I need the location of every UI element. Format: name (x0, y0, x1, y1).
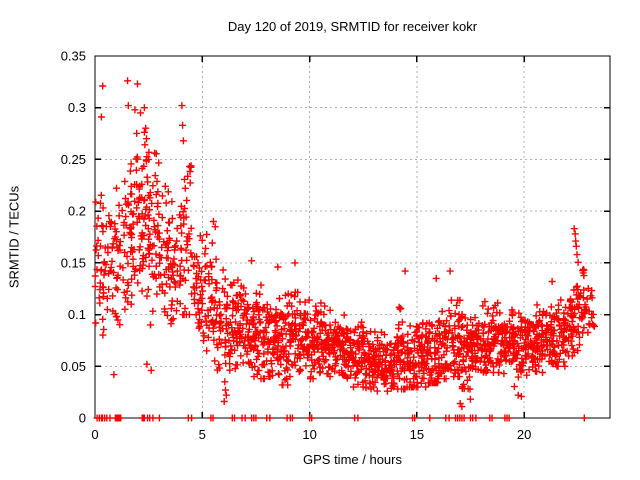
x-tick-label: 10 (302, 427, 316, 442)
x-tick-label: 0 (91, 427, 98, 442)
y-tick-label: 0.05 (61, 359, 86, 374)
x-tick-label: 20 (517, 427, 531, 442)
x-tick-label: 15 (410, 427, 424, 442)
y-tick-label: 0.35 (61, 49, 86, 64)
zero-value-points (93, 414, 588, 422)
data-points (91, 77, 598, 411)
y-tick-label: 0.15 (61, 255, 86, 270)
y-tick-label: 0.1 (68, 307, 86, 322)
y-tick-label: 0.25 (61, 152, 86, 167)
y-tick-label: 0.3 (68, 100, 86, 115)
x-tick-label: 5 (199, 427, 206, 442)
y-tick-label: 0.2 (68, 204, 86, 219)
y-tick-label: 0 (79, 411, 86, 426)
chart-title: Day 120 of 2019, SRMTID for receiver kok… (227, 19, 478, 34)
x-axis-label: GPS time / hours (303, 452, 402, 467)
